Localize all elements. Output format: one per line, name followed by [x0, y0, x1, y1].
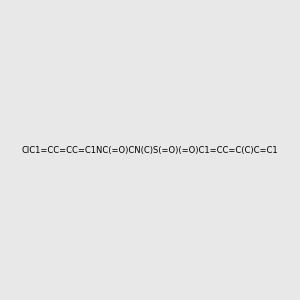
Text: ClC1=CC=CC=C1NC(=O)CN(C)S(=O)(=O)C1=CC=C(C)C=C1: ClC1=CC=CC=C1NC(=O)CN(C)S(=O)(=O)C1=CC=C… [22, 146, 278, 154]
